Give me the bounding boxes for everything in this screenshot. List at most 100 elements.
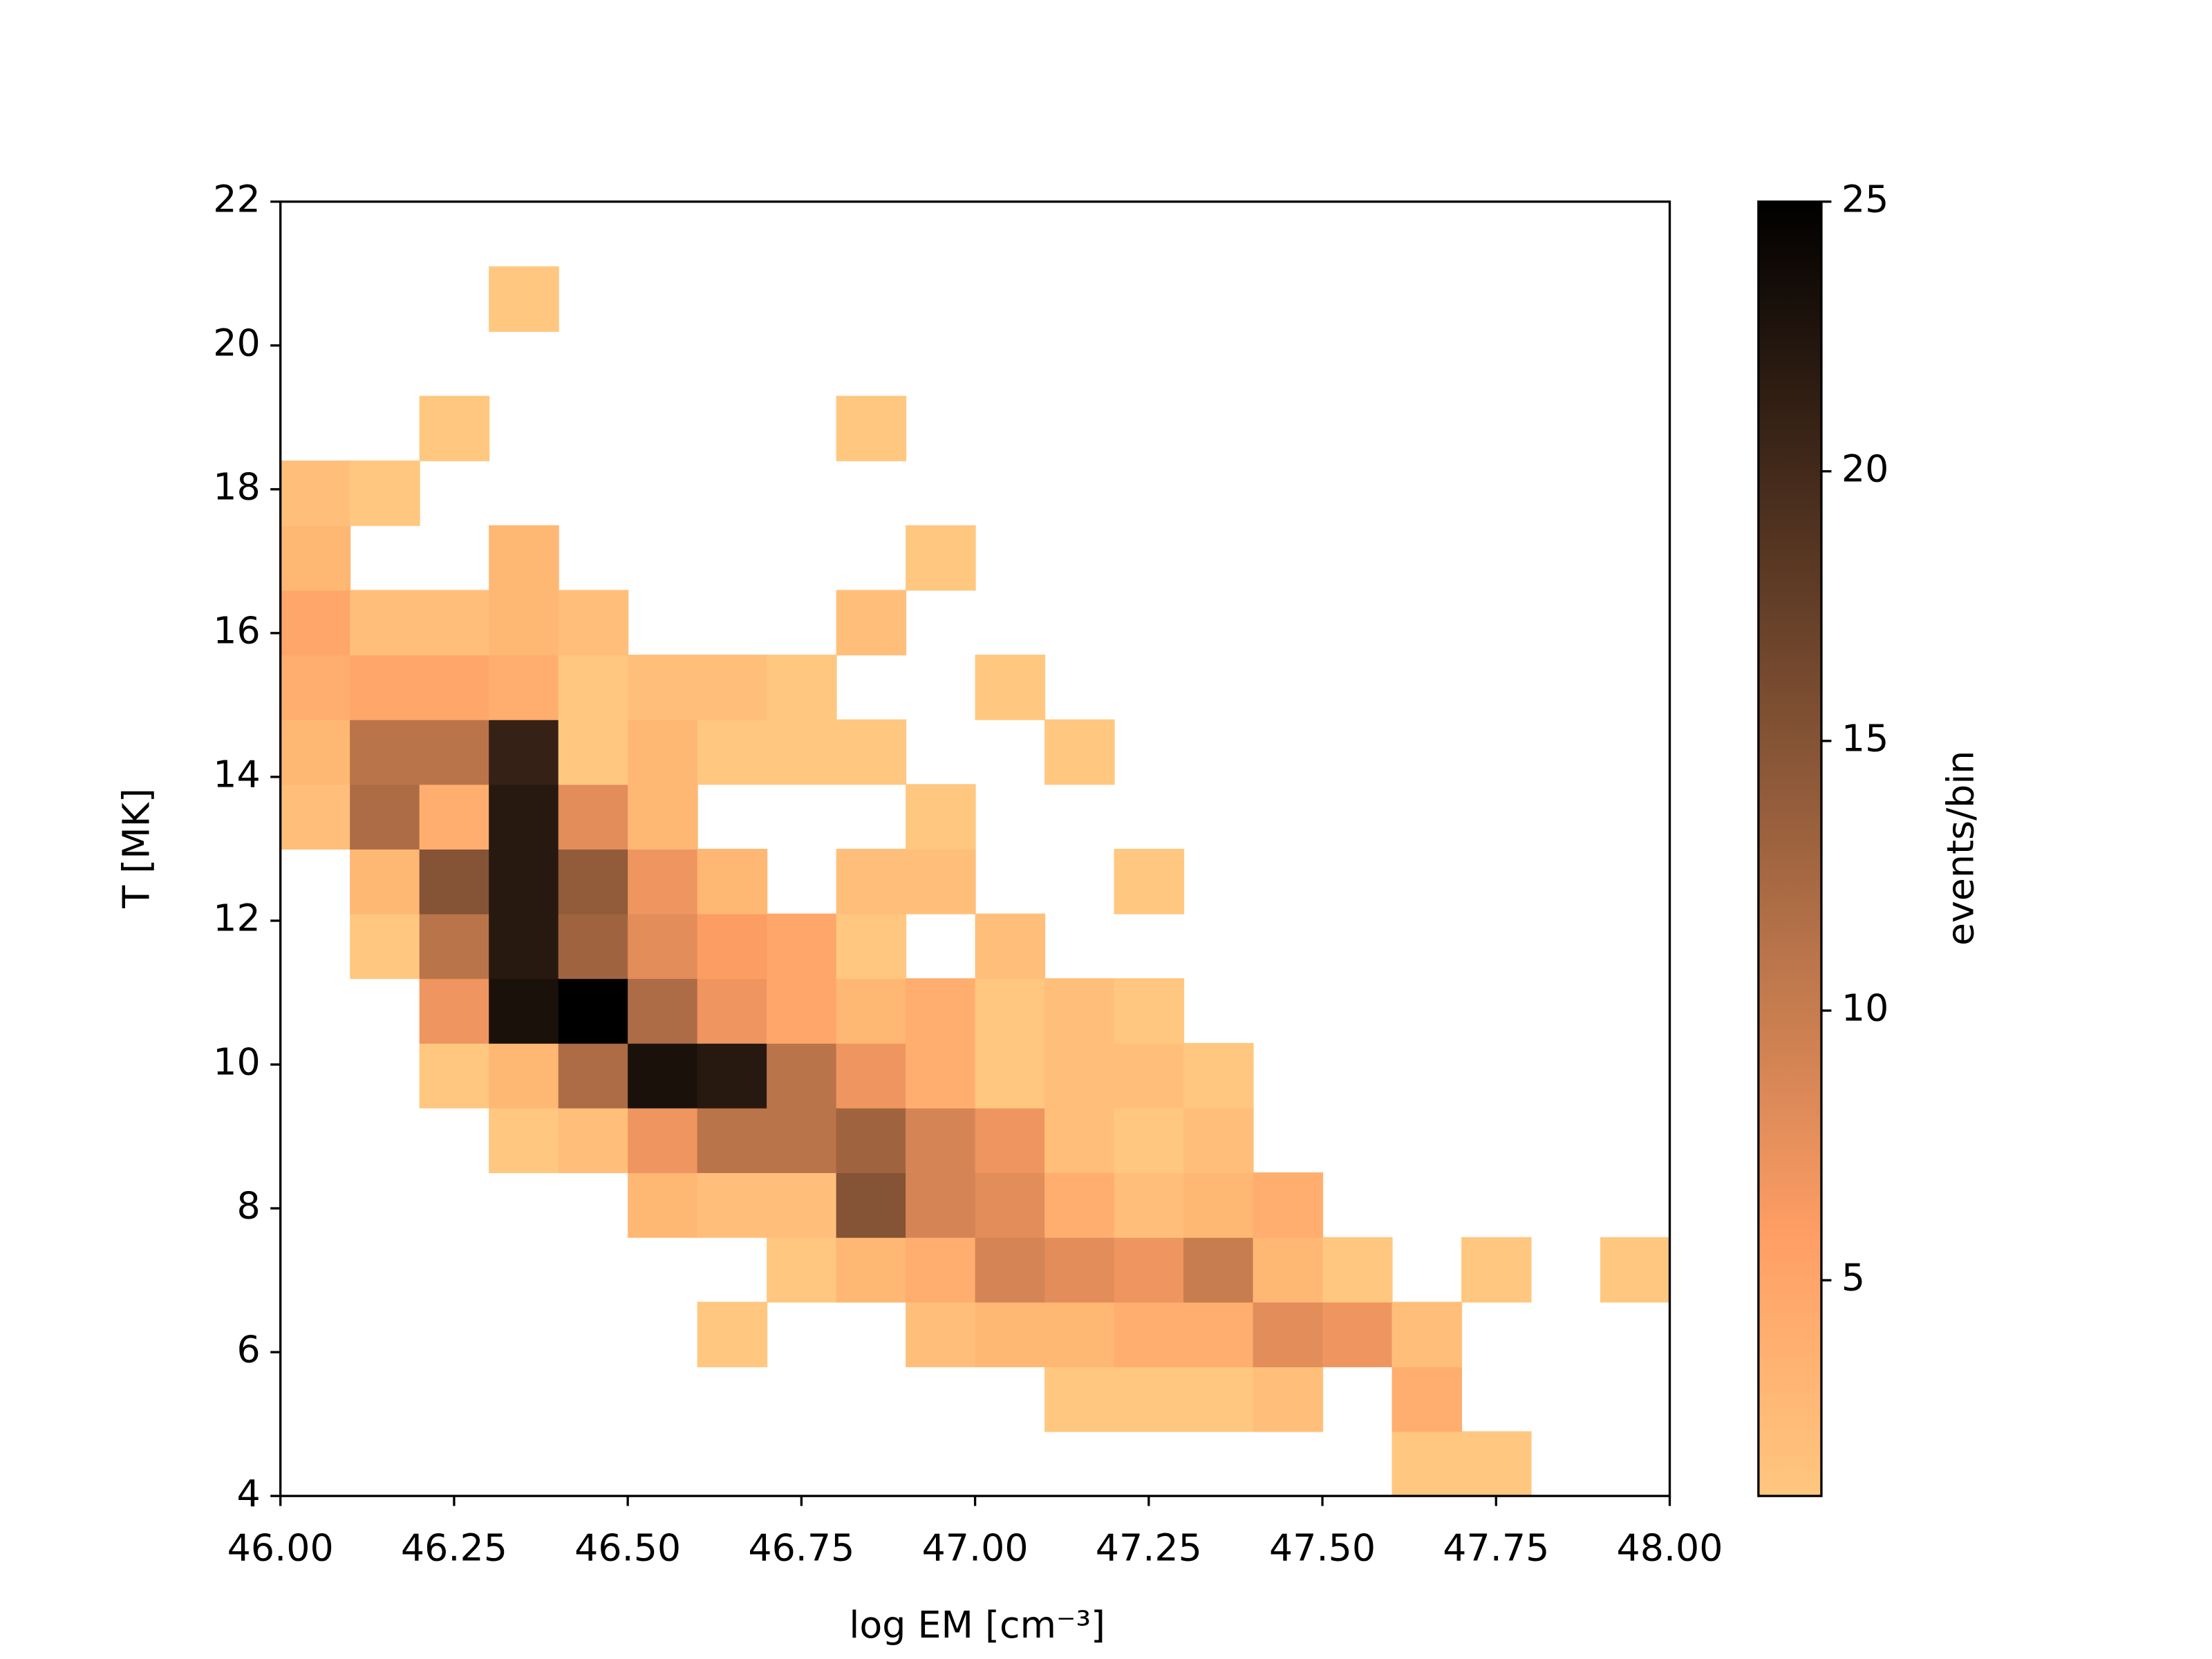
cell [836,1237,907,1303]
cell [1114,1172,1185,1238]
cell [1461,1237,1532,1303]
colorbar-tick-label: 20 [1841,447,1888,490]
y-tick-label: 12 [213,897,260,940]
cell [1044,1107,1115,1174]
cell [350,655,420,720]
cell [906,1302,976,1367]
cell [489,655,559,720]
y-tick-label: 14 [213,753,260,796]
cell [975,1107,1046,1174]
cell [1044,719,1115,785]
cell [489,1042,559,1109]
cell [558,655,629,720]
cell [975,978,1046,1044]
cell [558,719,629,785]
cell [628,913,698,980]
cell [836,1042,907,1109]
cell [767,1237,837,1303]
cell [1183,1366,1254,1432]
cell [419,590,490,656]
cell [280,719,351,785]
cell [489,784,559,850]
cell [697,719,768,785]
cell [767,913,837,980]
cell [697,978,768,1044]
colorbar-tick-label: 5 [1841,1256,1865,1300]
cell [1044,1042,1115,1109]
cell [558,978,629,1044]
cell [697,1302,768,1367]
cell [906,1042,976,1109]
cell [419,395,490,462]
cell [1114,1366,1185,1432]
cell [558,590,629,656]
cell [1044,1302,1115,1367]
cell [906,1172,976,1238]
cell [489,1107,559,1174]
cell [1253,1237,1324,1303]
cell [419,978,490,1044]
cell [697,655,768,720]
cell [350,784,420,850]
colorbar-label: events/bin [1938,751,1982,946]
cell [1253,1172,1324,1238]
cell [280,655,351,720]
cell [628,978,698,1044]
cell [1114,1107,1185,1174]
cell [419,1042,490,1109]
y-axis-label: T [MK] [114,788,158,909]
cell [350,460,420,526]
cell [767,719,837,785]
cell [489,590,559,656]
cell [350,590,420,656]
cell [836,395,907,462]
cell [1391,1302,1463,1367]
cell [836,848,907,915]
cell [489,978,559,1044]
cell [280,590,351,656]
cell [906,848,976,915]
cell [1114,848,1185,915]
cell [489,266,559,332]
cell [767,978,837,1044]
cell [1183,1107,1254,1174]
cell [836,913,907,980]
cell [906,978,976,1044]
cell [1391,1431,1463,1497]
cell [1322,1302,1393,1367]
cell [1044,1366,1115,1432]
cell [628,848,698,915]
cell [489,913,559,980]
x-tick-label: 47.50 [1269,1526,1376,1569]
cell [558,913,629,980]
x-tick-label: 46.25 [401,1526,507,1569]
cell [836,1172,907,1238]
cell [489,719,559,785]
cell [1044,1172,1115,1238]
cell [419,784,490,850]
colorbar-tick-label: 10 [1841,986,1888,1030]
cell [975,1042,1046,1109]
cell [419,913,490,980]
cell [489,525,559,591]
cell [1253,1366,1324,1432]
cell [350,719,420,785]
cell [906,525,976,591]
cell [697,913,768,980]
cell [1114,1042,1185,1109]
y-tick-label: 22 [213,177,260,221]
cell [628,655,698,720]
x-tick-label: 47.75 [1443,1526,1549,1569]
cell [697,848,768,915]
y-tick-label: 4 [236,1472,260,1515]
y-tick-label: 6 [236,1328,260,1371]
cell [906,1237,976,1303]
cell [975,1237,1046,1303]
cell [628,1042,698,1109]
cell [280,460,351,526]
y-tick-label: 18 [213,465,260,508]
cell [1600,1237,1671,1303]
cell [558,848,629,915]
cell [1114,978,1185,1044]
cell [767,1107,837,1174]
